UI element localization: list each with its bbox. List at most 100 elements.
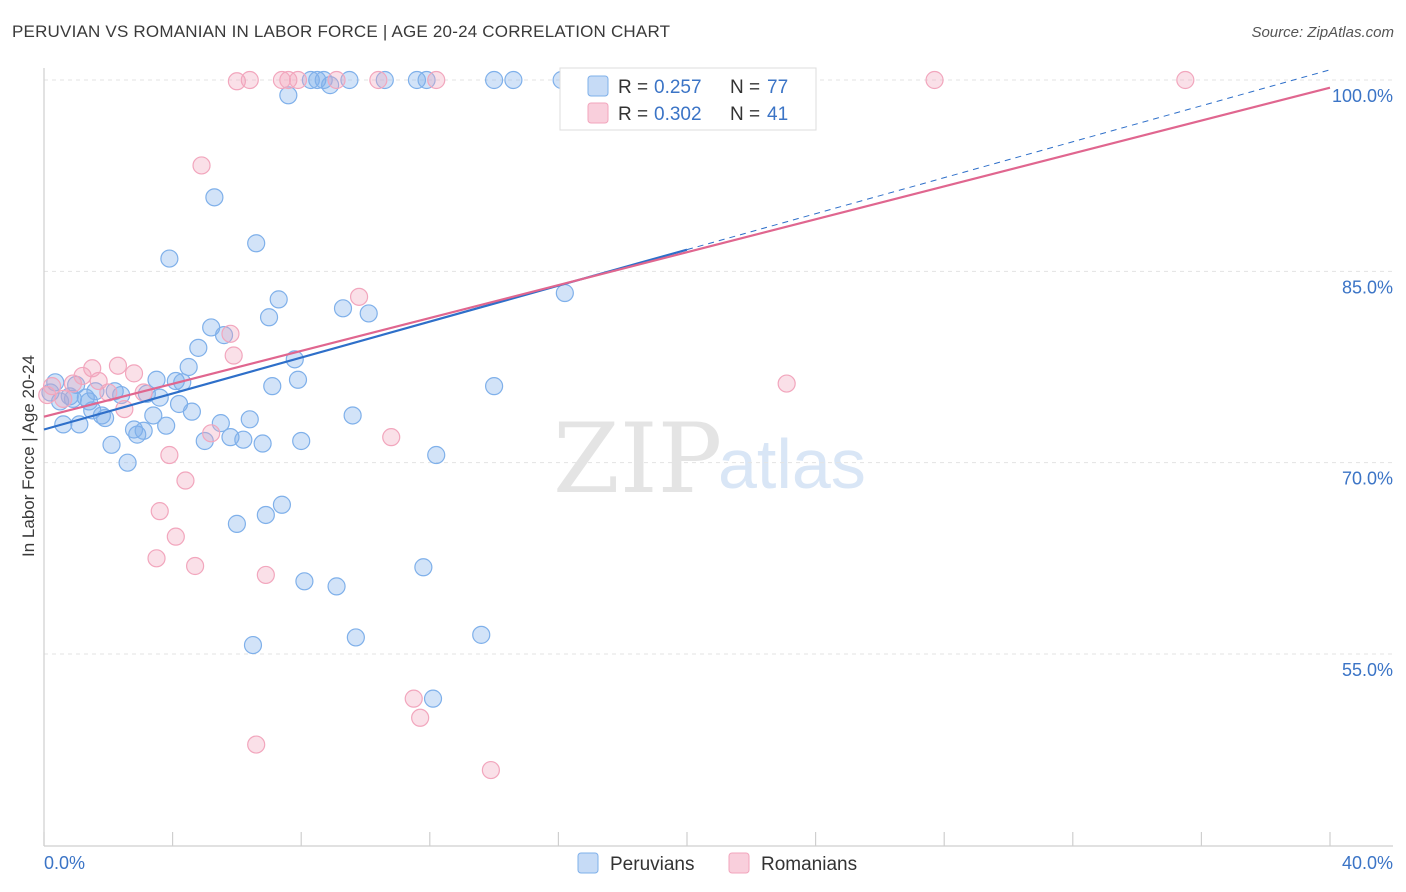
peruvian-point-65: [417, 70, 436, 90]
trend-lines: [43, 69, 1331, 431]
peruvian-point-75: [314, 70, 333, 90]
peruvian-point-13: [102, 435, 121, 454]
peruvian-point-46: [263, 377, 282, 396]
peruvian-point-43: [253, 434, 272, 453]
x-tick-label-min: 0.0%: [44, 853, 85, 873]
legend-r-value-peruvians: 0.257: [654, 77, 702, 98]
peruvian-point-74: [375, 70, 394, 90]
peruvian-point-45: [259, 308, 279, 327]
peruvian-point-17: [124, 420, 144, 439]
romanian-point-26: [279, 70, 298, 90]
x-axis-ticks: [43, 832, 1331, 846]
legend-n-label-romanians: N =: [730, 104, 760, 125]
legend-swatch-romanians: [587, 102, 609, 124]
legend-r-label-romanians: R =: [618, 104, 648, 125]
romanian-point-31: [382, 428, 401, 447]
y-tick-labels: 55.0% 70.0% 85.0% 100.0%: [1332, 86, 1393, 680]
peruvian-point-57: [327, 577, 346, 596]
peruvian-point-62: [359, 304, 378, 323]
peruvian-point-60: [343, 406, 362, 425]
bottom-legend-label-romanians: Romanians: [761, 854, 857, 875]
bottom-legend-swatch-peruvians: [577, 852, 599, 874]
romanian-point-24: [256, 565, 275, 585]
peruvian-point-29: [179, 357, 198, 377]
peruvian-point-48: [272, 495, 292, 514]
watermark-atlas: atlas: [718, 425, 866, 503]
peruvian-point-21: [144, 406, 163, 425]
peruvian-point-47: [269, 290, 288, 309]
bottom-legend-swatch-romanians: [728, 852, 750, 874]
romanian-point-23: [247, 735, 266, 754]
romanian-point-32: [404, 689, 423, 708]
peruvian-point-73: [555, 283, 574, 303]
peruvian-point-64: [414, 558, 433, 577]
peruvian-point-61: [346, 628, 365, 647]
romanian-point-1: [54, 389, 73, 408]
romanian-point-30: [369, 70, 388, 90]
romanian-point-7: [108, 356, 128, 375]
series-legend: Peruvians Romanians: [577, 852, 857, 875]
romanian-point-36: [777, 374, 796, 393]
romanian-trend-line: [43, 86, 1331, 418]
romanian-point-22: [240, 70, 259, 90]
romanian-point-9: [124, 364, 144, 383]
correlation-legend: R = 0.257 N = 77 R = 0.302 N = 41: [559, 67, 817, 131]
legend-n-value-romanians: 41: [767, 104, 788, 125]
peruvian-point-31: [189, 338, 208, 357]
legend-n-value-peruvians: 77: [767, 77, 788, 98]
peruvian-point-16: [118, 453, 137, 472]
peruvian-point-24: [157, 416, 176, 435]
romanian-point-12: [150, 502, 169, 521]
romanian-point-14: [166, 527, 185, 546]
gridlines: [44, 79, 1393, 655]
romanian-point-20: [224, 346, 243, 365]
peruvian-point-40: [240, 410, 259, 429]
romanian-point-39: [1176, 70, 1195, 90]
peruvian-point-39: [234, 430, 253, 449]
peruvian-point-10: [86, 382, 105, 401]
peruvian-point-25: [160, 249, 179, 268]
romanian-point-29: [349, 287, 369, 306]
romanian-point-35: [481, 760, 500, 780]
peruvian-point-38: [227, 514, 246, 533]
romanian-point-21: [227, 72, 246, 91]
peruvian-point-66: [423, 689, 443, 708]
romanian-point-2: [63, 374, 83, 393]
peruvian-point-30: [182, 402, 201, 421]
peruvian-point-41: [243, 635, 263, 655]
legend-r-label-peruvians: R =: [618, 77, 648, 98]
romanian-point-3: [73, 366, 92, 386]
peruvian-point-76: [63, 389, 83, 408]
romanian-point-11: [147, 549, 166, 568]
peruvian-point-69: [485, 377, 504, 396]
legend-swatch-peruvians: [587, 75, 609, 97]
y-axis-label: In Labor Force | Age 20-24: [19, 355, 38, 557]
legend-r-value-romanians: 0.302: [654, 104, 702, 125]
peruvian-point-71: [504, 70, 523, 90]
peruvian-point-67: [427, 445, 446, 465]
romanian-point-38: [925, 70, 944, 90]
y-tick-label-3: 100.0%: [1332, 86, 1393, 106]
source-credit: Source: ZipAtlas.com: [1251, 24, 1394, 41]
peruvian-point-51: [288, 370, 308, 389]
peruvian-point-53: [295, 572, 314, 591]
watermark-zip: ZIP: [553, 403, 722, 515]
series-peruvians-points: [41, 70, 574, 708]
peruvian-point-58: [333, 299, 353, 318]
peruvian-point-34: [205, 188, 224, 207]
romanian-point-33: [411, 708, 430, 727]
romanian-point-16: [186, 556, 205, 576]
romanian-point-19: [221, 324, 240, 343]
peruvian-point-49: [279, 86, 298, 105]
peruvian-point-68: [472, 625, 491, 644]
peruvian-point-44: [256, 505, 275, 525]
y-tick-label-1: 70.0%: [1342, 469, 1393, 489]
romanian-point-0: [42, 377, 62, 396]
romanian-point-27: [288, 70, 308, 90]
peruvian-point-19: [134, 421, 153, 440]
bottom-legend-label-peruvians: Peruvians: [610, 854, 695, 875]
romanian-point-25: [272, 70, 292, 90]
y-tick-label-2: 85.0%: [1342, 277, 1393, 297]
legend-n-label-peruvians: N =: [730, 77, 760, 98]
peruvian-point-42: [247, 234, 266, 253]
